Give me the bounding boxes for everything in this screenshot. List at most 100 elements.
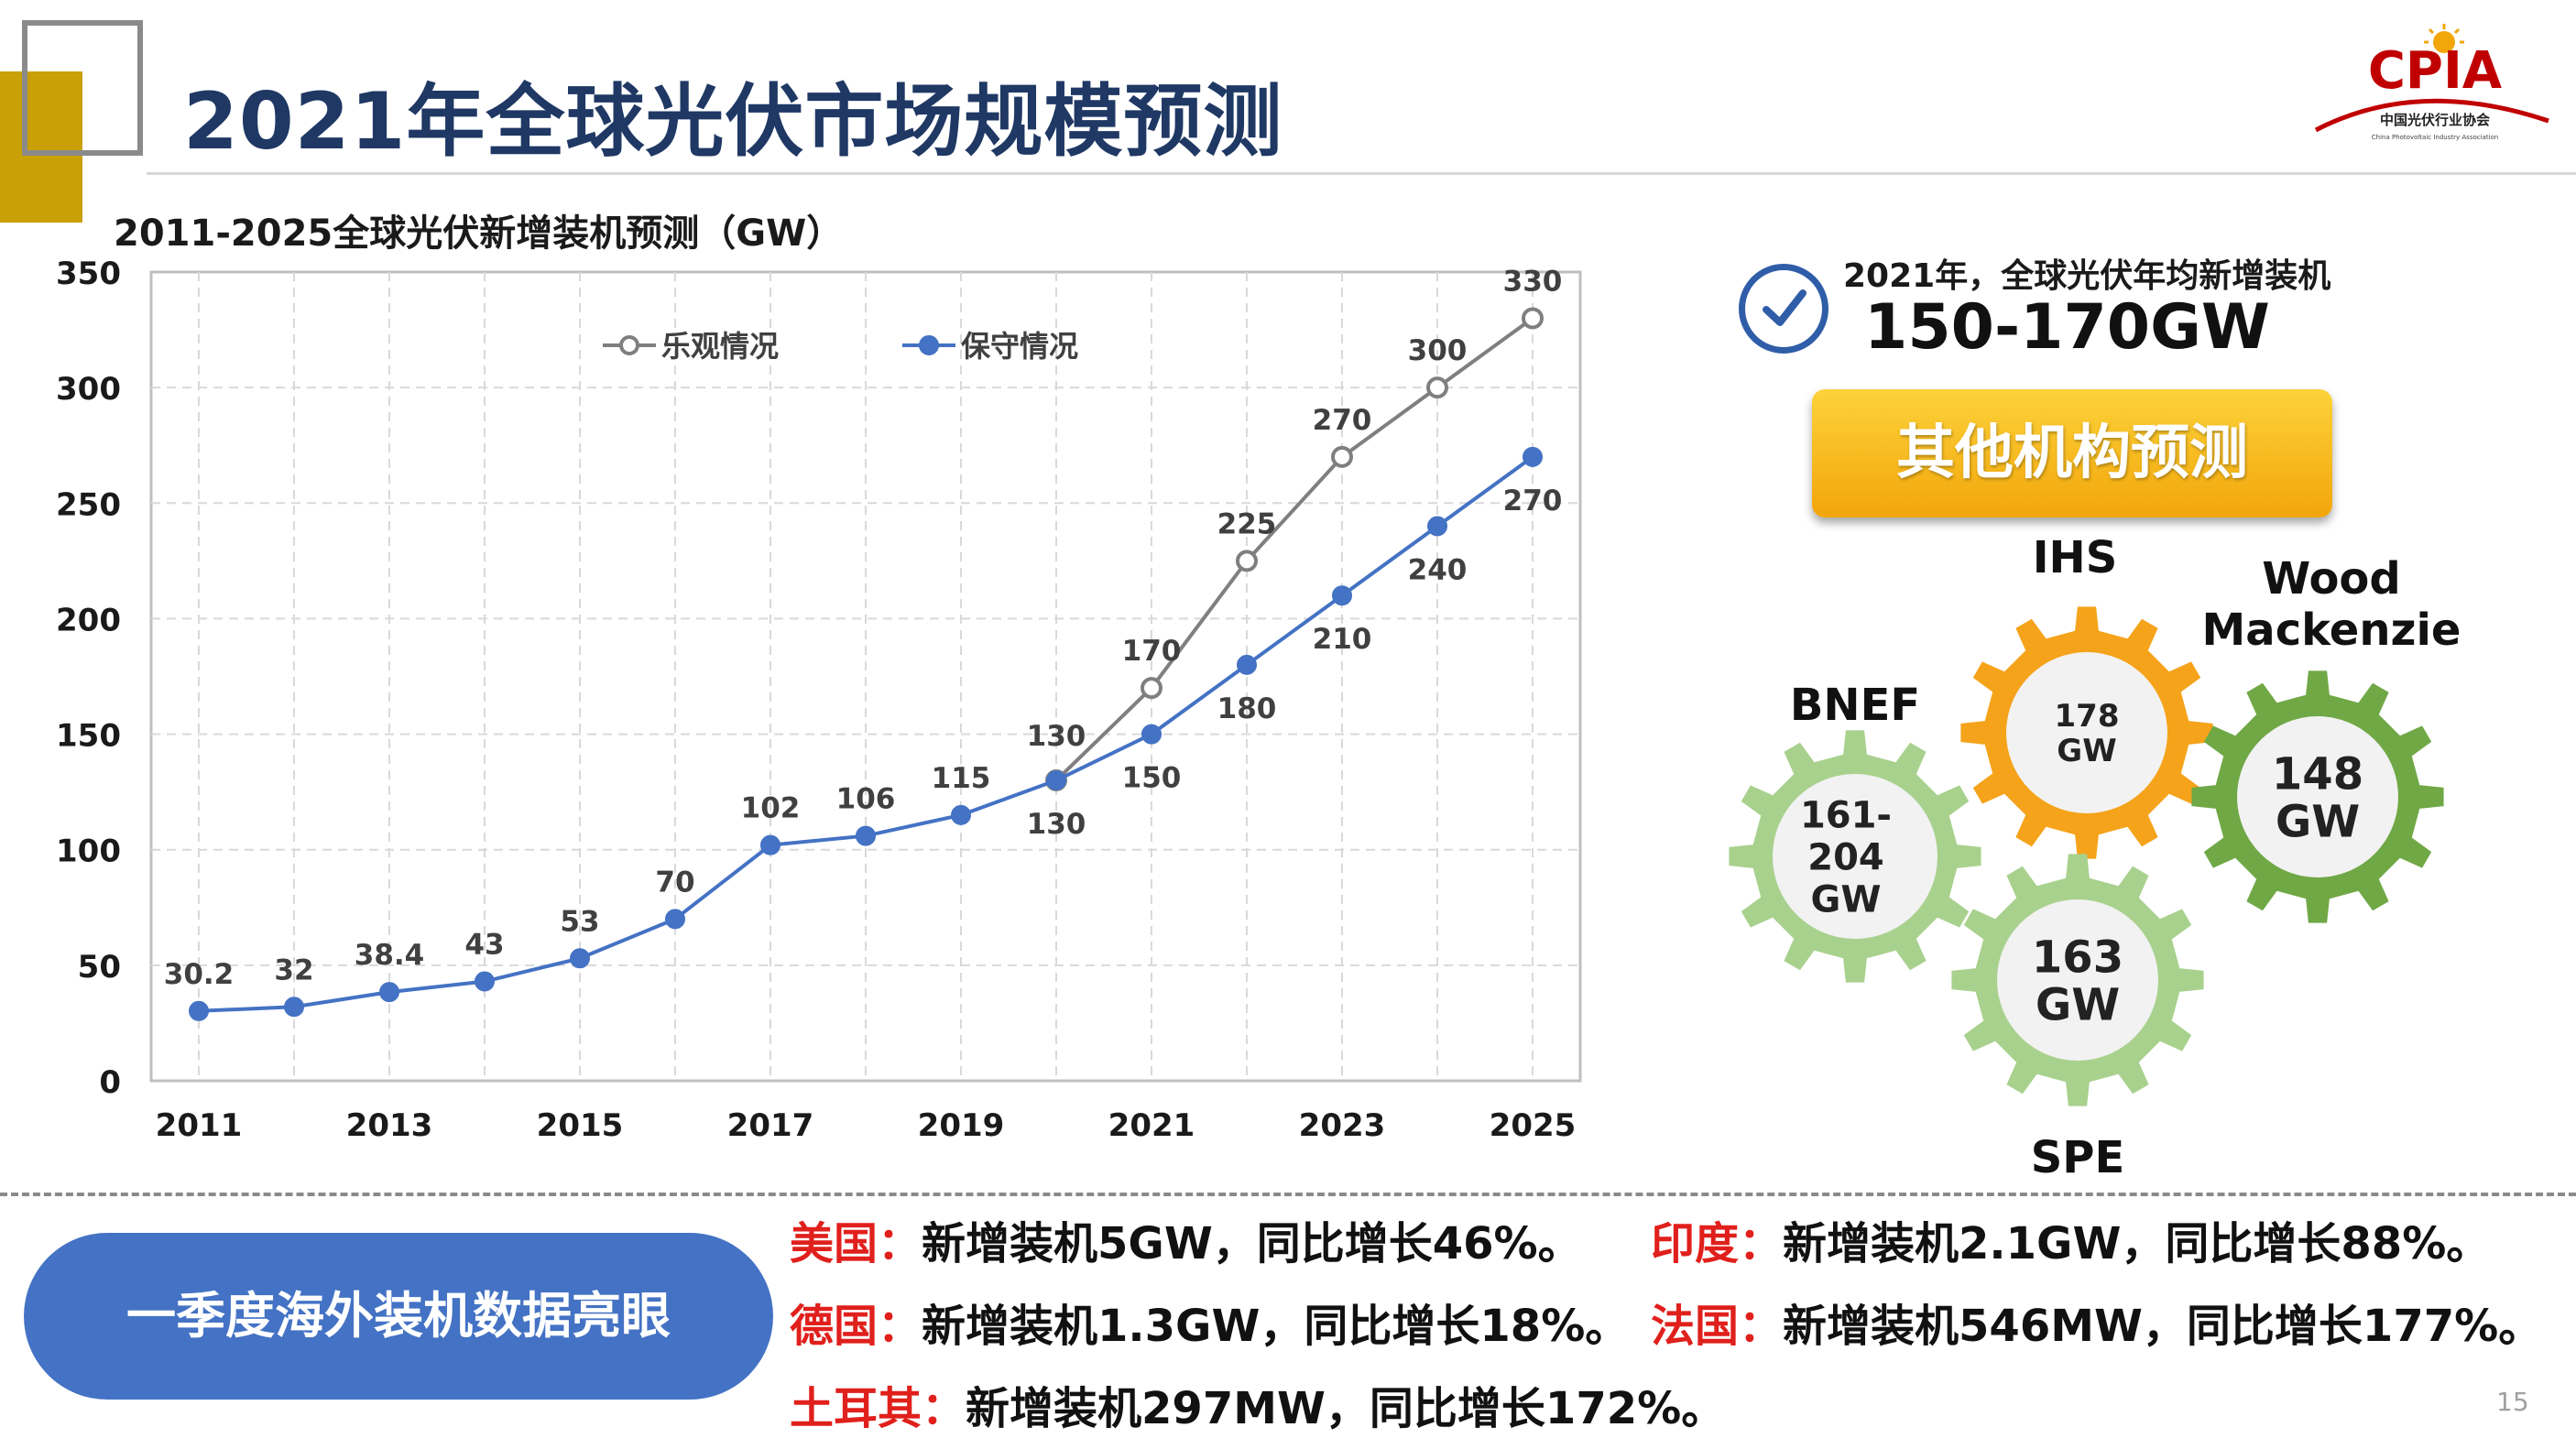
highlight-pill: 一季度海外装机数据亮眼 [24,1233,773,1400]
note-india: 印度：新增装机2.1GW，同比增长88%。 [1651,1207,2490,1271]
gear-center [2237,716,2398,877]
data-label: 300 [1408,334,1468,367]
header-divider [147,172,2576,175]
gear-value: 178 [2055,698,2120,735]
data-point [1522,307,1544,330]
x-tick-label: 2011 [156,1107,243,1144]
data-point [570,948,590,969]
check-circle [1739,264,1828,354]
legend-item: 保守情况 [902,329,1078,364]
legend-label: 乐观情况 [661,329,779,364]
data-point [379,982,399,1003]
gear-org-label: IHS [2033,532,2118,583]
logo-subtitle-en: China Photovoltaic Industry Association [2372,134,2499,141]
data-label: 150 [1122,762,1182,795]
gear-body [2191,670,2444,923]
legend-swatch-marker [619,335,639,355]
gear-value: GW [2276,796,2360,847]
data-label: 32 [274,953,313,986]
series: 170 225 270 300 330 30.2 32 38.4 43 53 70 102 106 115… [164,265,1563,1021]
gear-value: GW [2036,979,2120,1030]
note-country: 土耳其： [790,1383,966,1434]
chart-title: 2011-2025全球光伏新增装机预测（GW） [114,212,844,255]
y-tick-label: 150 [56,718,121,755]
data-point [284,997,304,1018]
series-optimistic: 170 225 270 300 330 [1045,265,1562,792]
note-text: 新增装机1.3GW，同比增长18%。 [922,1301,1630,1352]
page-number: 15 [2496,1387,2529,1417]
note-country: 印度： [1651,1218,1784,1269]
data-point [189,1000,209,1021]
note-country: 美国： [790,1218,922,1269]
sun-rays-icon [2424,24,2464,53]
y-tick-label: 300 [56,371,121,408]
cpia-logo: CPIA 中国光伏行业协会 China Photovoltaic Industr… [2314,24,2549,141]
gear-body [1951,854,2204,1106]
forecast-subhead: 2021年，全球光伏年均新增装机 [1843,257,2331,295]
section-divider [0,1193,2576,1196]
data-label: 130 [1027,808,1086,841]
header-frame [22,20,143,156]
series-conservative: 30.2 32 38.4 43 53 70 102 106 115 130 150 180 210 240… [164,446,1563,1021]
data-point [1331,445,1353,468]
x-tick-label: 2019 [918,1107,1005,1144]
data-label: 270 [1503,485,1563,518]
data-point [1236,550,1258,572]
gear-center [1997,899,2158,1061]
gear-org-label: Mackenzie [2202,605,2461,656]
legend-item: 乐观情况 [603,329,779,364]
data-label: 180 [1217,692,1277,725]
header-accent-block [0,71,82,223]
y-tick-label: 250 [56,486,121,523]
gear-value: 163 [2032,932,2123,983]
data-label: 115 [932,762,991,795]
data-point [951,804,971,825]
data-label: 210 [1313,623,1372,656]
note-text: 新增装机297MW，同比增长172%。 [966,1383,1726,1434]
x-tick-label: 2021 [1108,1107,1195,1144]
data-label: 106 [836,783,896,816]
data-label: 43 [464,929,504,962]
note-usa: 美国：新增装机5GW，同比增长46%。 [790,1207,1582,1271]
check-icon [1763,289,1806,326]
legend: 乐观情况 保守情况 [603,329,1078,364]
gear-value: 148 [2272,748,2363,800]
gear-body [1729,730,1981,983]
data-label: 70 [655,866,694,899]
x-tick-label: 2017 [727,1107,814,1144]
gear-center [1773,774,1937,939]
note-country: 德国： [790,1301,922,1352]
legend-label: 保守情况 [961,329,1078,364]
logo-subtitle-cn: 中国光伏行业协会 [2380,112,2490,128]
note-country: 法国： [1651,1301,1784,1352]
data-point [665,909,685,930]
other-forecasts-button[interactable]: 其他机构预测 [1812,389,2332,518]
y-tick-label: 0 [99,1064,121,1101]
logo-text: CPIA [2368,41,2503,101]
series-line [198,455,1534,1013]
note-text: 新增装机5GW，同比增长46%。 [922,1218,1582,1269]
data-point [1046,770,1066,791]
data-label: 225 [1217,507,1277,540]
data-point [1426,376,1448,399]
gear-value: 204 [1807,836,1884,878]
legend-swatch-marker [919,335,939,355]
series-line [1054,316,1534,782]
plot-area [149,270,1582,1083]
note-text: 新增装机2.1GW，同比增长88%。 [1783,1218,2491,1269]
gear-center [2006,652,2167,813]
data-point [760,834,780,855]
gear-org-label: BNEF [1790,680,1920,731]
y-tick-label: 100 [56,833,121,870]
data-label: 102 [741,792,801,825]
data-point [1237,654,1257,675]
gear-value: 161- [1800,794,1892,836]
note-germany: 德国：新增装机1.3GW，同比增长18%。 [790,1290,1629,1354]
note-text: 新增装机546MW，同比增长177%。 [1783,1301,2543,1352]
data-point [475,971,495,992]
forecast-range: 150-170GW [1864,291,2270,364]
data-label: 240 [1408,554,1468,587]
data-label: 53 [560,905,599,938]
